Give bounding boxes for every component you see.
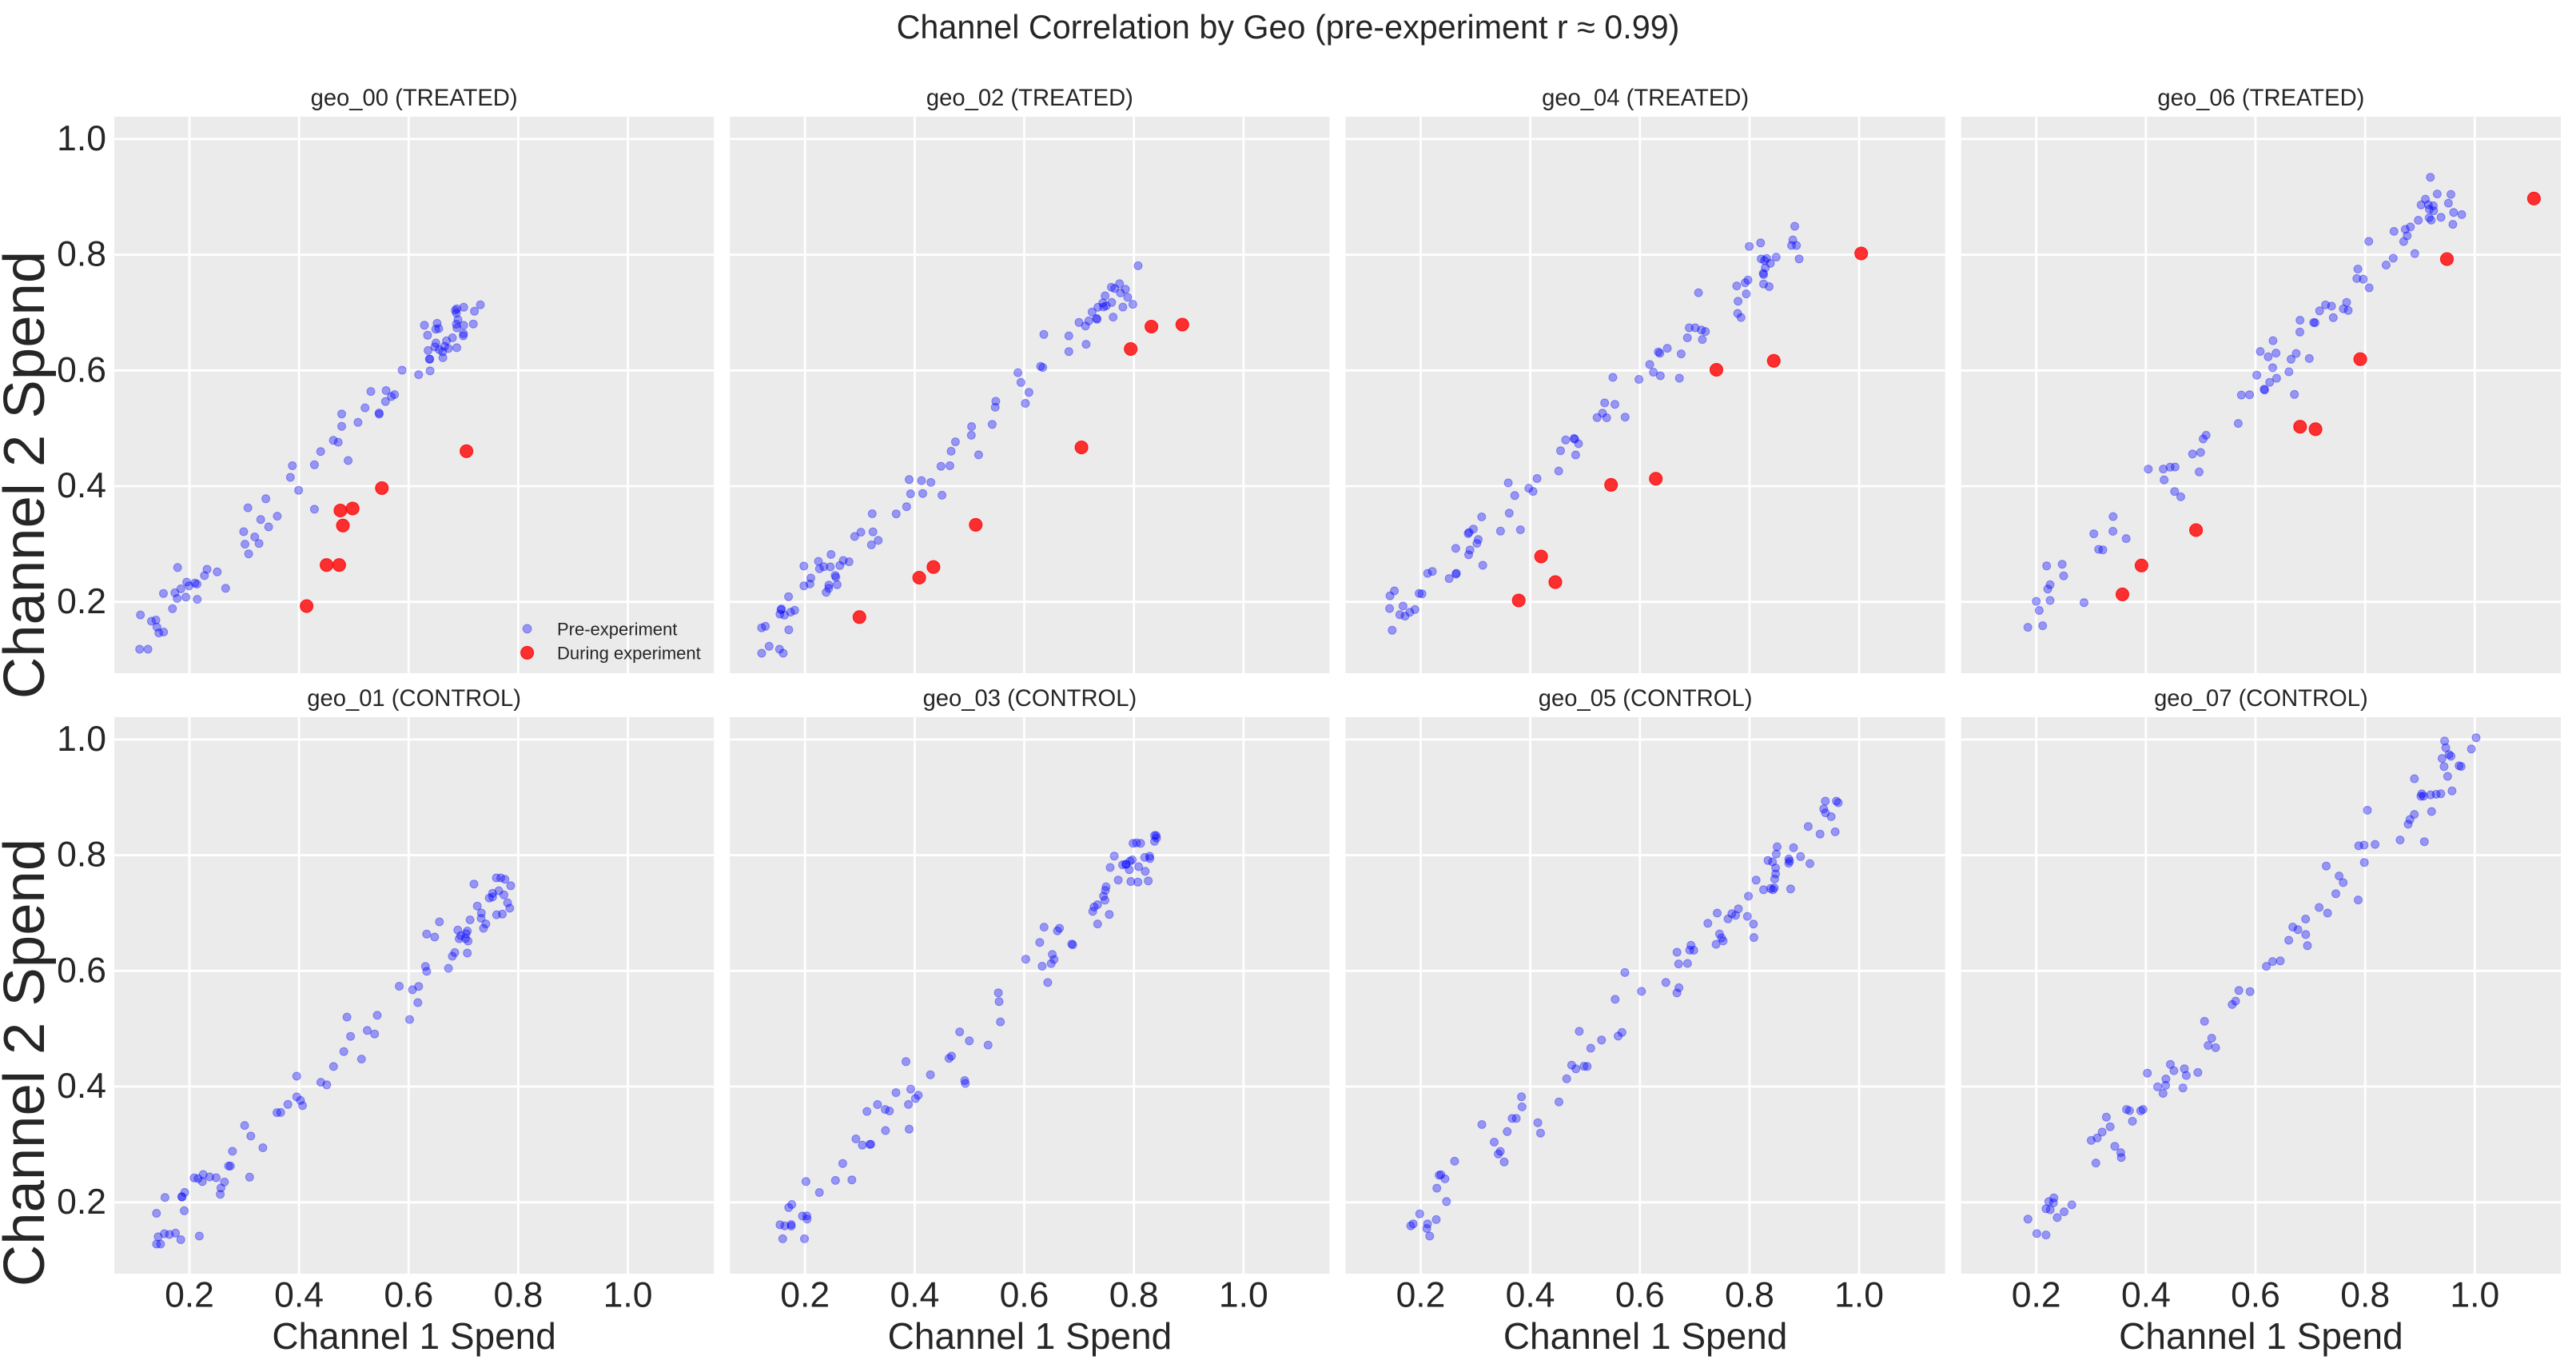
svg-text:0.6: 0.6 bbox=[384, 1275, 433, 1314]
svg-text:0.6: 0.6 bbox=[1615, 1275, 1665, 1314]
svg-text:geo_01 (CONTROL): geo_01 (CONTROL) bbox=[307, 686, 521, 712]
svg-text:1.0: 1.0 bbox=[1834, 1275, 1884, 1314]
svg-text:0.2: 0.2 bbox=[1396, 1275, 1446, 1314]
svg-text:0.6: 0.6 bbox=[57, 951, 106, 990]
svg-text:During experiment: During experiment bbox=[557, 644, 701, 664]
svg-text:geo_03 (CONTROL): geo_03 (CONTROL) bbox=[923, 686, 1137, 712]
svg-text:Channel 2 Spend: Channel 2 Spend bbox=[0, 839, 57, 1286]
svg-text:0.8: 0.8 bbox=[1109, 1275, 1159, 1314]
svg-text:geo_04 (TREATED): geo_04 (TREATED) bbox=[1542, 86, 1749, 111]
svg-text:0.4: 0.4 bbox=[1506, 1275, 1555, 1314]
svg-text:Channel 1 Spend: Channel 1 Spend bbox=[272, 1315, 556, 1357]
svg-text:1.0: 1.0 bbox=[2450, 1275, 2499, 1314]
svg-text:0.6: 0.6 bbox=[1000, 1275, 1049, 1314]
svg-text:Channel 1 Spend: Channel 1 Spend bbox=[2119, 1315, 2403, 1357]
svg-text:Channel Correlation by Geo (pr: Channel Correlation by Geo (pre-experime… bbox=[897, 9, 1680, 46]
svg-text:0.6: 0.6 bbox=[57, 350, 106, 389]
svg-text:0.2: 0.2 bbox=[57, 1183, 106, 1222]
svg-text:0.4: 0.4 bbox=[57, 1067, 106, 1106]
svg-text:Channel 1 Spend: Channel 1 Spend bbox=[888, 1315, 1173, 1357]
svg-text:0.2: 0.2 bbox=[57, 582, 106, 621]
svg-text:geo_07 (CONTROL): geo_07 (CONTROL) bbox=[2154, 686, 2368, 712]
svg-text:1.0: 1.0 bbox=[1219, 1275, 1268, 1314]
svg-text:Channel 1 Spend: Channel 1 Spend bbox=[1503, 1315, 1788, 1357]
svg-text:0.8: 0.8 bbox=[57, 836, 106, 875]
svg-text:1.0: 1.0 bbox=[57, 720, 106, 759]
svg-text:geo_00 (TREATED): geo_00 (TREATED) bbox=[311, 86, 518, 111]
svg-text:0.4: 0.4 bbox=[57, 466, 106, 505]
svg-text:geo_05 (CONTROL): geo_05 (CONTROL) bbox=[1539, 686, 1753, 712]
svg-text:0.4: 0.4 bbox=[890, 1275, 939, 1314]
svg-text:0.6: 0.6 bbox=[2231, 1275, 2280, 1314]
svg-text:0.4: 0.4 bbox=[2121, 1275, 2171, 1314]
svg-text:0.2: 0.2 bbox=[2012, 1275, 2061, 1314]
svg-text:geo_02 (TREATED): geo_02 (TREATED) bbox=[926, 86, 1133, 111]
svg-text:0.8: 0.8 bbox=[1725, 1275, 1774, 1314]
svg-text:0.8: 0.8 bbox=[493, 1275, 543, 1314]
svg-text:Pre-experiment: Pre-experiment bbox=[557, 620, 677, 640]
svg-text:0.2: 0.2 bbox=[165, 1275, 214, 1314]
svg-text:1.0: 1.0 bbox=[603, 1275, 653, 1314]
svg-text:Channel 2 Spend: Channel 2 Spend bbox=[0, 251, 57, 699]
svg-text:0.4: 0.4 bbox=[274, 1275, 324, 1314]
svg-text:0.2: 0.2 bbox=[780, 1275, 830, 1314]
svg-text:geo_06 (TREATED): geo_06 (TREATED) bbox=[2157, 86, 2364, 111]
svg-text:1.0: 1.0 bbox=[57, 119, 106, 158]
svg-text:0.8: 0.8 bbox=[57, 235, 106, 274]
svg-text:0.8: 0.8 bbox=[2340, 1275, 2390, 1314]
